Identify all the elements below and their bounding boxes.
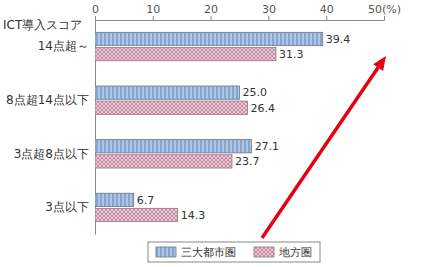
x-tick-label: 40	[320, 3, 334, 16]
y-tick: 3点超8点以下	[14, 147, 89, 161]
data-label: 31.3	[279, 48, 304, 61]
x-tick-mark	[211, 16, 212, 20]
bar	[95, 208, 178, 221]
x-tick: 0	[92, 3, 99, 20]
bar	[95, 140, 252, 153]
bar	[95, 47, 276, 60]
bar	[95, 86, 240, 99]
bars	[95, 32, 323, 221]
x-tick-mark	[326, 16, 327, 20]
x-tick: 50(%)	[368, 3, 401, 20]
x-tick-mark	[95, 16, 96, 20]
x-tick: 40	[320, 3, 334, 20]
legend-label: 三大都市圏	[181, 246, 236, 259]
category-label: 3点以下	[45, 200, 89, 214]
y-tick: 14点超～	[38, 39, 89, 53]
x-tick-label: 30	[262, 3, 276, 16]
chart: 0 10 20 30 40 50(%) 14点超～ 8点超14点以下 3点超8点以下 3点以下 IC…	[0, 0, 427, 267]
legend-swatch	[254, 247, 274, 257]
x-axis: 0 10 20 30 40 50(%)	[92, 3, 401, 21]
data-label: 6.7	[137, 194, 155, 207]
bar	[95, 155, 232, 168]
x-axis-line	[96, 16, 385, 21]
x-tick: 30	[262, 3, 276, 20]
bar	[95, 32, 323, 45]
bar	[95, 193, 134, 206]
x-tick: 20	[204, 3, 218, 20]
y-tick: 3点以下	[45, 200, 89, 214]
arrow-head	[373, 56, 386, 71]
x-tick: 10	[146, 3, 160, 20]
category-label: 3点超8点以下	[14, 147, 89, 161]
arrow-shaft	[262, 68, 378, 238]
x-tick-label: 10	[146, 3, 160, 16]
data-label: 23.7	[235, 155, 260, 168]
legend-label: 地方圏	[278, 246, 312, 259]
data-label: 26.4	[251, 102, 275, 115]
legend-box	[148, 242, 320, 262]
x-tick-label: 20	[204, 3, 218, 16]
data-labels: 39.4 25.0 27.1 6.7 31.3 26.4 23.7 14.3	[137, 33, 351, 222]
y-tick: 8点超14点以下	[6, 93, 89, 107]
data-label: 14.3	[181, 209, 206, 222]
x-tick-mark	[153, 16, 154, 20]
data-label: 27.1	[255, 140, 280, 153]
trend-arrow	[262, 56, 386, 238]
axis-title: ICT導入スコア	[3, 18, 82, 32]
data-label: 39.4	[326, 33, 351, 46]
category-label: 14点超～	[38, 39, 89, 53]
y-axis: 14点超～ 8点超14点以下 3点超8点以下 3点以下	[6, 21, 95, 235]
x-tick-mark	[268, 16, 269, 20]
legend-swatch	[156, 247, 176, 257]
x-tick-label: 50(%)	[368, 3, 401, 16]
x-tick-mark	[384, 16, 385, 20]
data-label: 25.0	[243, 86, 268, 99]
bar	[95, 101, 248, 114]
x-tick-label: 0	[92, 3, 99, 16]
legend: 三大都市圏 地方圏	[148, 242, 320, 262]
category-label: 8点超14点以下	[6, 93, 89, 107]
